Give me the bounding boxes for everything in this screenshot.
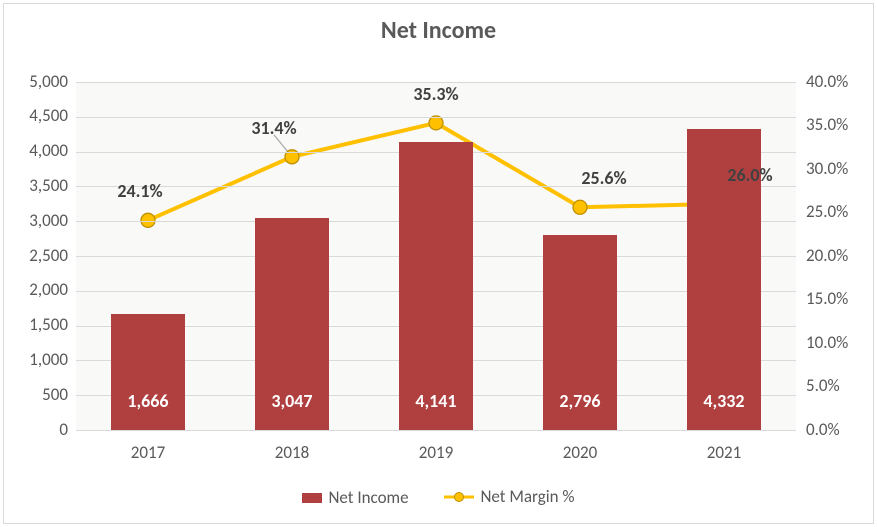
- legend-item-net-income: Net Income: [302, 487, 408, 508]
- category-label: 2021: [707, 442, 741, 463]
- right-axis-tick: 35.0%: [806, 114, 876, 135]
- line-marker: [429, 116, 443, 130]
- right-axis-tick: 15.0%: [806, 288, 876, 309]
- left-axis-tick: 1,500: [8, 314, 68, 335]
- category-label: 2017: [131, 442, 165, 463]
- line-value-label: 31.4%: [251, 117, 296, 139]
- bar: 4,141: [399, 142, 474, 430]
- bar: 2,796: [543, 235, 618, 430]
- left-axis-tick: 5,000: [8, 71, 68, 92]
- category-label: 2020: [563, 442, 597, 463]
- left-axis-tick: 2,500: [8, 245, 68, 266]
- bar-value-label: 4,141: [399, 390, 474, 412]
- legend-label-net-income: Net Income: [328, 487, 408, 508]
- line-marker: [573, 200, 587, 214]
- right-axis-tick: 0.0%: [806, 419, 876, 440]
- line-value-label: 35.3%: [413, 83, 458, 105]
- legend-swatch-line: [444, 491, 474, 503]
- left-axis-tick: 2,000: [8, 279, 68, 300]
- line-value-label: 26.0%: [727, 164, 772, 186]
- left-axis-tick: 0: [8, 419, 68, 440]
- bar-value-label: 4,332: [687, 390, 762, 412]
- right-axis-tick: 5.0%: [806, 375, 876, 396]
- bar: 1,666: [111, 314, 186, 430]
- left-axis-tick: 3,500: [8, 175, 68, 196]
- legend: Net Income Net Margin %: [4, 486, 873, 508]
- legend-swatch-bar: [302, 493, 322, 503]
- right-axis-tick: 20.0%: [806, 245, 876, 266]
- gridline: [76, 117, 796, 118]
- plot-area: 05001,0001,5002,0002,5003,0003,5004,0004…: [76, 82, 796, 430]
- right-axis-tick: 10.0%: [806, 332, 876, 353]
- legend-label-net-margin: Net Margin %: [480, 486, 574, 507]
- category-label: 2018: [275, 442, 309, 463]
- right-axis-tick: 30.0%: [806, 158, 876, 179]
- left-axis-tick: 500: [8, 384, 68, 405]
- gridline: [76, 430, 796, 431]
- right-axis-tick: 25.0%: [806, 201, 876, 222]
- line-value-label: 24.1%: [117, 180, 162, 202]
- category-label: 2019: [419, 442, 453, 463]
- right-axis-tick: 40.0%: [806, 71, 876, 92]
- legend-marker: [454, 492, 464, 502]
- bar: 3,047: [255, 218, 330, 430]
- chart-title: Net Income: [4, 16, 873, 45]
- bar-value-label: 3,047: [255, 390, 330, 412]
- bar-value-label: 1,666: [111, 390, 186, 412]
- left-axis-tick: 4,500: [8, 105, 68, 126]
- legend-item-net-margin: Net Margin %: [444, 486, 574, 507]
- chart-frame: Net Income 05001,0001,5002,0002,5003,000…: [3, 3, 874, 524]
- left-axis-tick: 1,000: [8, 349, 68, 370]
- left-axis-tick: 4,000: [8, 140, 68, 161]
- line-value-label: 25.6%: [581, 167, 626, 189]
- left-axis-tick: 3,000: [8, 210, 68, 231]
- bar-value-label: 2,796: [543, 390, 618, 412]
